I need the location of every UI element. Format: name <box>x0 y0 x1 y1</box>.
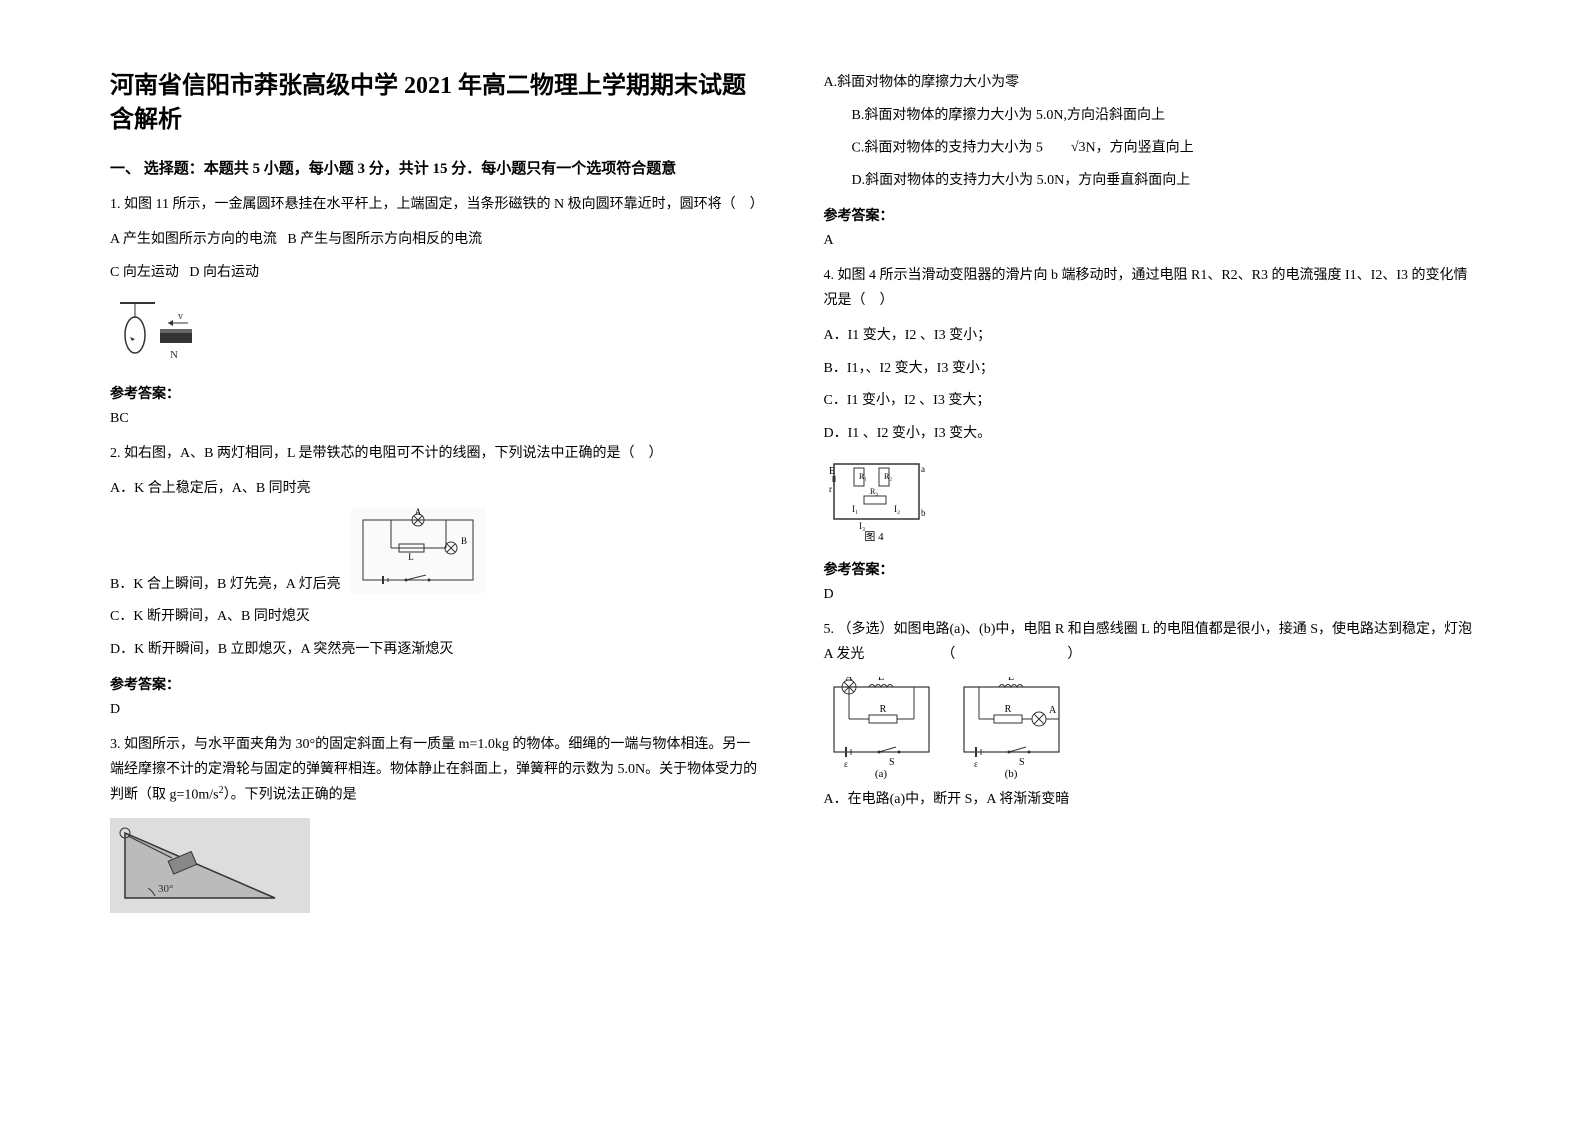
svg-text:L: L <box>877 677 883 683</box>
q2-opt-d: D．K 断开瞬间，B 立即熄灭，A 突然亮一下再逐渐熄灭 <box>110 637 764 664</box>
q4-opt-c: C．I1 变小，I2 、I3 变大； <box>824 388 1478 415</box>
svg-text:ε: ε <box>844 759 848 769</box>
page-title: 河南省信阳市莽张高级中学 2021 年高二物理上学期期末试题含解析 <box>110 70 764 137</box>
svg-text:b: b <box>921 508 926 518</box>
q1-figure: N v <box>110 293 764 373</box>
q2-figure: A L B <box>351 508 486 598</box>
svg-text:R₂: R₂ <box>884 472 892 481</box>
q3-opt-a: A.斜面对物体的摩擦力大小为零 <box>824 70 1478 97</box>
svg-text:(a): (a) <box>874 768 887 780</box>
svg-text:I₂: I₂ <box>894 504 900 514</box>
svg-text:A: A <box>845 677 853 683</box>
q3-opt-c-pre: C.斜面对物体的支持力大小为 5 <box>852 141 1043 156</box>
q1-opt-b: B 产生与图所示方向相反的电流 <box>287 232 482 247</box>
svg-text:图 4: 图 4 <box>864 530 884 543</box>
q4-opt-a: A．I1 变大，I2 、I3 变小； <box>824 323 1478 350</box>
svg-text:I₃: I₃ <box>859 521 865 531</box>
svg-text:A: A <box>1049 705 1057 716</box>
q2-answer: D <box>110 702 764 718</box>
q1-opt-a: A 产生如图所示方向的电流 <box>110 232 277 247</box>
q3-opt-c-wrap: C.斜面对物体的支持力大小为 5√3N，方向竖直向上 <box>824 135 1478 162</box>
q4-answer-label: 参考答案： <box>824 559 1478 579</box>
q3-opt-c-post: N，方向竖直向上 <box>1086 141 1194 156</box>
q1-opts-cd: C 向左运动 D 向右运动 <box>110 260 764 287</box>
q1-text: 1. 如图 11 所示，一金属圆环悬挂在水平杆上，上端固定，当条形磁铁的 N 极… <box>110 192 764 217</box>
q4-opt-d: D．I1 、I2 变小，I3 变大。 <box>824 421 1478 448</box>
svg-text:L: L <box>1007 677 1013 683</box>
q3-text-2: ）。下列说法正确的是 <box>224 788 357 803</box>
svg-text:I₁: I₁ <box>852 504 858 514</box>
svg-text:30°: 30° <box>158 883 173 895</box>
q2-opt-b: B．K 合上瞬间，B 灯先亮，A 灯后亮 <box>110 572 341 599</box>
svg-text:a: a <box>921 464 925 474</box>
q3-text-1: 3. 如图所示，与水平面夹角为 30°的固定斜面上有一质量 m=1.0kg 的物… <box>110 737 757 803</box>
svg-text:E: E <box>829 466 835 477</box>
svg-text:v: v <box>178 311 183 322</box>
svg-text:R: R <box>879 704 886 715</box>
q1-opt-c: C 向左运动 <box>110 265 179 280</box>
q5-opt-a: A．在电路(a)中，断开 S，A 将渐渐变暗 <box>824 787 1478 814</box>
svg-text:B: B <box>461 536 467 546</box>
q2-answer-label: 参考答案： <box>110 674 764 694</box>
q5-text: 5. （多选）如图电路(a)、(b)中，电阻 R 和自感线圈 L 的电阻值都是很… <box>824 617 1478 667</box>
svg-text:R₁: R₁ <box>859 472 867 481</box>
svg-text:r: r <box>829 484 832 494</box>
svg-text:ε: ε <box>974 759 978 769</box>
q3-answer: A <box>824 233 1478 249</box>
q3-figure: 30° <box>110 818 764 918</box>
svg-text:(b): (b) <box>1004 768 1017 780</box>
section-header-1: 一、 选择题：本题共 5 小题，每小题 3 分，共计 15 分．每小题只有一个选… <box>110 157 764 178</box>
q2-opt-c: C．K 断开瞬间，A、B 同时熄灭 <box>110 604 764 631</box>
q3-answer-label: 参考答案： <box>824 205 1478 225</box>
q2-text: 2. 如右图，A、B 两灯相同，L 是带铁芯的电阻可不计的线圈，下列说法中正确的… <box>110 441 764 466</box>
svg-text:R₃: R₃ <box>869 487 877 496</box>
q1-answer: BC <box>110 411 764 427</box>
svg-text:S: S <box>889 757 895 768</box>
q4-answer: D <box>824 587 1478 603</box>
q1-opts-ab: A 产生如图所示方向的电流 B 产生与图所示方向相反的电流 <box>110 227 764 254</box>
q1-answer-label: 参考答案： <box>110 383 764 403</box>
q4-opt-b: B．I1，、I2 变大，I3 变小； <box>824 356 1478 383</box>
q3-opt-b: B.斜面对物体的摩擦力大小为 5.0N,方向沿斜面向上 <box>824 103 1478 130</box>
q1-opt-d: D 向右运动 <box>189 265 259 280</box>
sqrt3-icon: √3 <box>1043 135 1086 162</box>
q3-text: 3. 如图所示，与水平面夹角为 30°的固定斜面上有一质量 m=1.0kg 的物… <box>110 732 764 808</box>
svg-text:R: R <box>1004 704 1011 715</box>
q2-opt-a: A．K 合上稳定后，A、B 同时亮 <box>110 476 764 503</box>
q3-opt-d: D.斜面对物体的支持力大小为 5.0N，方向垂直斜面向上 <box>824 168 1478 195</box>
svg-text:L: L <box>408 552 414 562</box>
q5-figure: A L R ε S (a) L R A <box>824 677 1478 787</box>
svg-text:S: S <box>1019 757 1025 768</box>
svg-text:N: N <box>170 349 178 361</box>
q4-figure: R₁ R₂ R₃ E r I₁ I₂ I₃ a b 图 4 <box>824 454 1478 549</box>
svg-text:A: A <box>414 508 421 517</box>
q4-text: 4. 如图 4 所示当滑动变阻器的滑片向 b 端移动时，通过电阻 R1、R2、R… <box>824 263 1478 313</box>
